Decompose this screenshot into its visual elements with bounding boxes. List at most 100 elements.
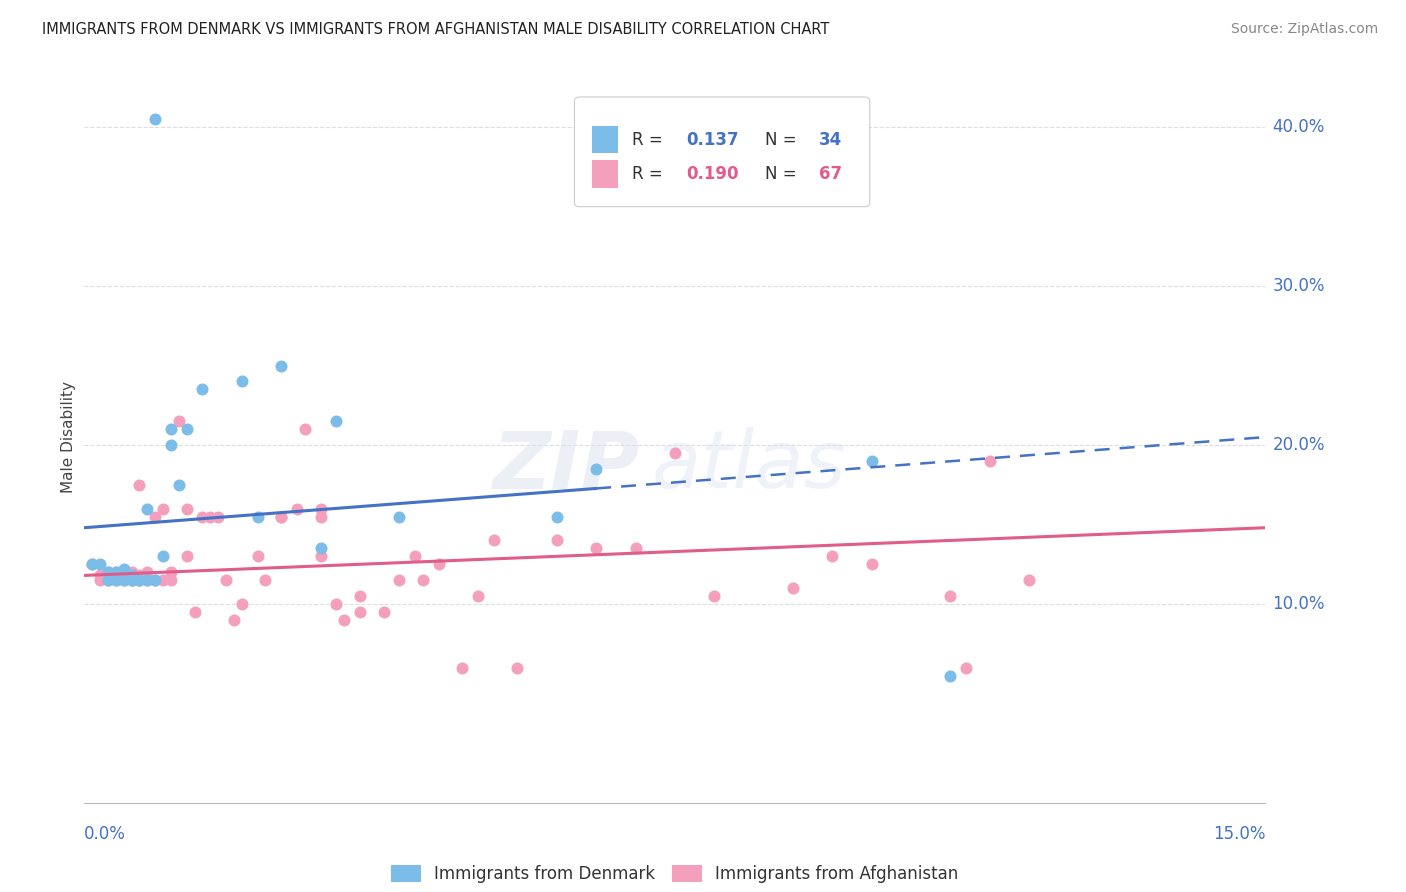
Point (285, 501, 308, 516)
Point (246, 509, 269, 524)
Text: 15.0%: 15.0% (1213, 825, 1265, 843)
Point (254, 573, 277, 587)
Point (309, 541, 332, 556)
Point (860, 454, 883, 468)
Point (246, 549, 269, 564)
Point (270, 359, 292, 373)
FancyBboxPatch shape (592, 161, 619, 188)
Point (121, 573, 143, 587)
Point (427, 558, 450, 572)
Point (112, 566, 135, 580)
Point (121, 566, 143, 580)
Text: IMMIGRANTS FROM DENMARK VS IMMIGRANTS FROM AFGHANISTAN MALE DISABILITY CORRELATI: IMMIGRANTS FROM DENMARK VS IMMIGRANTS FR… (42, 22, 830, 37)
Point (860, 558, 883, 572)
Point (160, 422, 183, 436)
Point (309, 509, 332, 524)
Text: 67: 67 (818, 165, 842, 184)
Point (89, 568, 111, 582)
Point (482, 533, 505, 548)
Point (222, 613, 245, 627)
Point (207, 509, 229, 524)
Point (979, 454, 1001, 468)
Point (112, 573, 135, 587)
Text: 0.0%: 0.0% (84, 825, 127, 843)
Point (176, 549, 198, 564)
Point (939, 589, 962, 603)
Text: Source: ZipAtlas.com: Source: ZipAtlas.com (1230, 22, 1378, 37)
Point (82, 558, 104, 572)
Point (191, 509, 214, 524)
Text: 0.137: 0.137 (686, 130, 740, 149)
Text: 10.0%: 10.0% (1272, 595, 1324, 613)
FancyBboxPatch shape (592, 126, 619, 153)
Point (143, 509, 166, 524)
Point (349, 589, 371, 603)
Point (160, 438, 183, 452)
Text: R =: R = (633, 165, 668, 184)
Point (955, 660, 977, 674)
Point (143, 112, 166, 126)
Point (112, 566, 135, 580)
Legend: Immigrants from Denmark, Immigrants from Afghanistan: Immigrants from Denmark, Immigrants from… (384, 858, 966, 889)
Point (404, 549, 426, 564)
Point (104, 566, 127, 580)
Point (97, 573, 120, 587)
Point (143, 573, 166, 587)
FancyBboxPatch shape (575, 97, 870, 207)
Point (112, 573, 135, 587)
Point (104, 573, 127, 587)
Point (200, 509, 222, 524)
Point (97, 573, 120, 587)
Text: R =: R = (633, 130, 668, 149)
Point (309, 549, 332, 564)
Point (325, 597, 347, 611)
Point (82, 558, 104, 572)
Point (152, 573, 174, 587)
Point (128, 573, 150, 587)
Point (703, 589, 725, 603)
Text: 34: 34 (818, 130, 842, 149)
Point (270, 509, 292, 524)
Point (112, 562, 135, 576)
Point (121, 573, 143, 587)
Point (89, 558, 111, 572)
Text: 0.190: 0.190 (686, 165, 740, 184)
Text: 40.0%: 40.0% (1272, 118, 1324, 136)
Point (451, 660, 474, 674)
Point (128, 573, 150, 587)
Point (467, 589, 489, 603)
Text: atlas: atlas (651, 427, 846, 506)
Point (939, 668, 962, 682)
Point (104, 573, 127, 587)
Point (121, 568, 143, 582)
Point (97, 566, 120, 580)
Point (349, 605, 371, 619)
Point (112, 568, 135, 582)
Point (546, 509, 568, 524)
Point (167, 477, 190, 491)
Point (176, 501, 198, 516)
Point (112, 568, 135, 582)
Point (782, 581, 804, 595)
Point (121, 573, 143, 587)
Point (231, 597, 253, 611)
Point (167, 414, 190, 428)
Point (104, 566, 127, 580)
Point (128, 477, 150, 491)
Text: N =: N = (765, 165, 801, 184)
Point (128, 573, 150, 587)
Point (215, 573, 238, 587)
Point (143, 573, 166, 587)
Y-axis label: Male Disability: Male Disability (60, 381, 76, 493)
Point (821, 549, 844, 564)
Point (89, 573, 111, 587)
Point (136, 573, 159, 587)
Text: N =: N = (765, 130, 801, 149)
Text: 30.0%: 30.0% (1272, 277, 1324, 295)
Point (624, 541, 647, 556)
Point (1018, 573, 1040, 587)
Point (231, 375, 253, 389)
Point (412, 573, 434, 587)
Point (160, 566, 183, 580)
Point (294, 422, 316, 436)
